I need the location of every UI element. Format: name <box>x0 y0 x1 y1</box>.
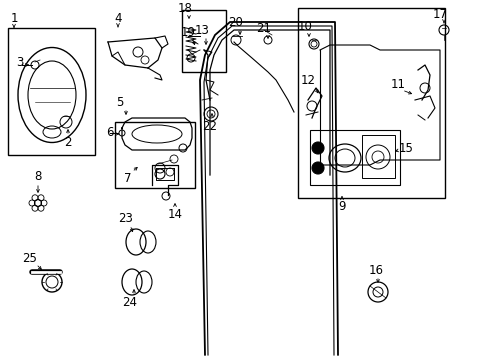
Text: 25: 25 <box>22 252 38 265</box>
Text: 16: 16 <box>368 264 383 276</box>
Text: 22: 22 <box>202 120 217 132</box>
Text: 18: 18 <box>177 1 192 14</box>
Text: 2: 2 <box>64 135 72 148</box>
Text: 24: 24 <box>122 296 137 309</box>
Text: 5: 5 <box>116 96 123 109</box>
Text: 8: 8 <box>34 170 41 183</box>
Text: 4: 4 <box>114 12 122 24</box>
Text: 3: 3 <box>16 57 23 69</box>
Bar <box>297 8 444 198</box>
Bar <box>115 122 195 188</box>
Text: 20: 20 <box>228 15 243 28</box>
Text: 13: 13 <box>194 23 209 36</box>
Text: 15: 15 <box>398 141 412 154</box>
Text: 17: 17 <box>431 8 447 21</box>
Text: 21: 21 <box>256 22 271 35</box>
Text: 9: 9 <box>338 201 345 213</box>
Circle shape <box>311 142 324 154</box>
Text: 1: 1 <box>10 12 18 24</box>
Bar <box>309 130 399 185</box>
Text: 11: 11 <box>390 77 405 90</box>
Text: 6: 6 <box>106 126 114 139</box>
Circle shape <box>311 162 324 174</box>
Bar <box>182 10 225 72</box>
Bar <box>361 135 394 178</box>
Text: 7: 7 <box>124 171 131 184</box>
Text: 23: 23 <box>118 211 133 225</box>
Text: 12: 12 <box>300 73 315 86</box>
Text: 10: 10 <box>297 19 312 32</box>
Text: 14: 14 <box>167 207 182 220</box>
Bar <box>8 28 95 155</box>
Text: 19: 19 <box>180 26 195 39</box>
